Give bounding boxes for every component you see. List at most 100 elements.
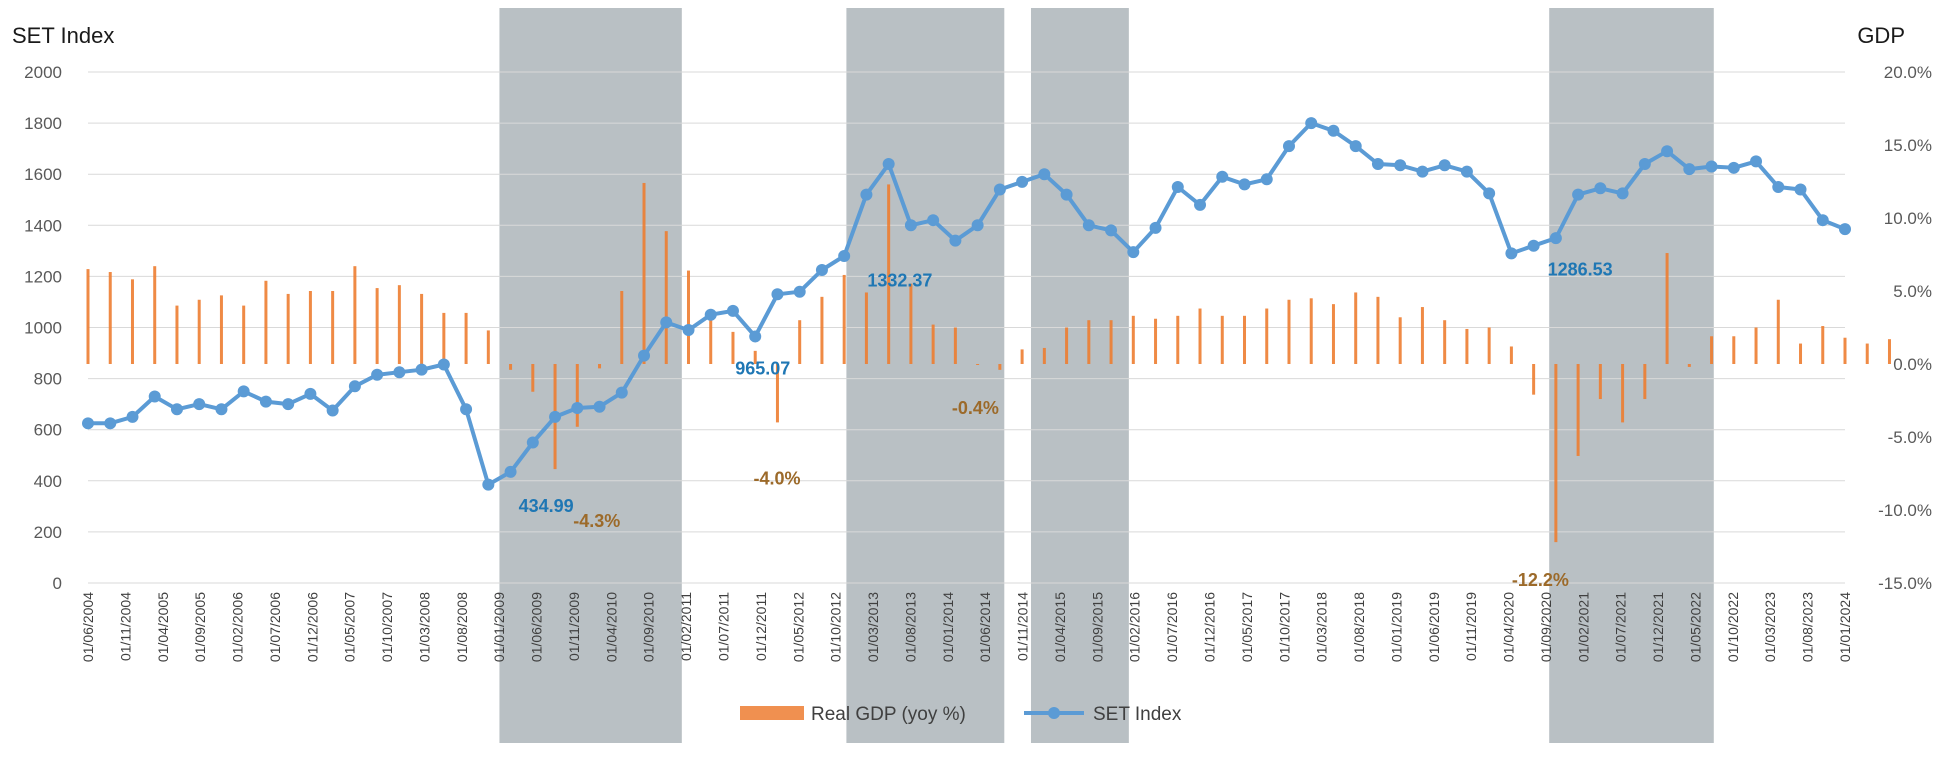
set-index-point [615, 386, 628, 399]
set-index-point [1016, 175, 1029, 188]
gdp-bar [575, 364, 579, 427]
gdp-bar [976, 364, 980, 365]
set-index-point [638, 349, 651, 362]
gdp-bar [1621, 364, 1625, 423]
gdp-bar [420, 293, 424, 364]
set-index-point [549, 410, 562, 423]
gdp-bar [531, 364, 535, 392]
x-tick-label: 01/06/2014 [977, 592, 993, 662]
gdp-bar [353, 266, 357, 364]
set-index-point [1438, 159, 1451, 172]
x-tick-label: 01/11/2004 [117, 592, 133, 661]
x-tick-label: 01/02/2011 [678, 592, 694, 661]
set-index-point [482, 478, 495, 491]
x-tick-label: 01/08/2013 [902, 592, 918, 662]
x-tick-label: 01/09/2010 [641, 592, 657, 662]
gdp-bar [798, 320, 802, 364]
left-tick-label: 1800 [24, 114, 62, 133]
gdp-bar [509, 364, 513, 370]
set-index-point [1661, 145, 1674, 158]
set-index-point [304, 387, 317, 400]
set-index-point [1082, 219, 1095, 232]
gdp-bar [331, 291, 335, 364]
x-tick-label: 01/02/2021 [1575, 592, 1591, 662]
recession-bands [499, 8, 1714, 743]
gdp-bar [175, 305, 179, 364]
set-index-line [82, 117, 1851, 491]
left-tick-label: 0 [53, 574, 62, 593]
set-index-point [793, 285, 806, 298]
gdp-bar [1887, 339, 1891, 364]
set-index-point [1727, 161, 1740, 174]
gdp-bar [397, 285, 401, 364]
gdp-bar [909, 283, 913, 364]
x-tick-label: 01/04/2015 [1052, 592, 1068, 662]
gdp-bar [1042, 347, 1046, 364]
set-index-point [593, 400, 606, 413]
gdp-bar [1354, 292, 1358, 364]
set-index-point [193, 398, 206, 411]
set-index-point [215, 403, 228, 416]
gdp-bar [598, 364, 602, 369]
x-tick-label: 01/06/2004 [80, 592, 96, 662]
recession-band [499, 8, 682, 743]
set-index-point [1260, 173, 1273, 186]
x-tick-label: 01/05/2017 [1239, 592, 1255, 662]
set-index-point [1594, 182, 1607, 195]
set-index-point [860, 188, 873, 201]
legend-swatch-gdp [740, 706, 804, 720]
gdp-bar [1509, 346, 1513, 364]
gdp-bar [1576, 364, 1580, 456]
set-index-point [1327, 124, 1340, 137]
set-index-point [1683, 163, 1696, 176]
x-tick-label: 01/03/2013 [865, 592, 881, 662]
set-index-point [82, 417, 94, 430]
x-tick-label: 01/08/2023 [1800, 592, 1816, 662]
gdp-callout-label: -4.0% [753, 468, 800, 488]
gdp-bar [864, 292, 868, 364]
set-index-point [437, 358, 450, 371]
x-tick-label: 01/09/2015 [1089, 592, 1105, 662]
x-tick-label: 01/02/2016 [1127, 592, 1143, 662]
legend-label-gdp: Real GDP (yoy %) [811, 704, 966, 725]
x-tick-label: 01/01/2014 [940, 592, 956, 662]
left-tick-label: 2000 [24, 63, 62, 82]
set-index-point [1750, 155, 1763, 168]
set-index-point [1460, 165, 1473, 178]
left-axis-ticks: 0 200 400 600 800 1000 1200 1400 1600 1800 2000 [24, 63, 62, 593]
set-index-point [460, 403, 473, 416]
x-tick-label: 01/07/2016 [1164, 592, 1180, 662]
gdp-bar [1109, 320, 1113, 364]
gdp-bar [375, 288, 379, 364]
gridlines [88, 71, 1845, 584]
x-tick-label: 01/06/2009 [529, 592, 545, 662]
gdp-callout-label: -4.3% [573, 511, 620, 531]
gdp-bar [1331, 304, 1335, 364]
gdp-bar [1532, 364, 1536, 395]
set-index-point [927, 214, 940, 227]
gdp-bar [1020, 349, 1024, 364]
gdp-bar [998, 364, 1002, 370]
x-tick-label: 01/08/2008 [454, 592, 470, 662]
gdp-bar [753, 350, 757, 364]
x-tick-label: 01/05/2012 [790, 592, 806, 662]
x-tick-label: 01/07/2011 [716, 592, 732, 661]
x-tick-label: 01/07/2021 [1613, 592, 1629, 662]
left-tick-label: 200 [34, 523, 62, 542]
gdp-bar [1687, 364, 1691, 367]
gdp-bar [1643, 364, 1647, 400]
right-tick-label: -15.0% [1878, 574, 1932, 593]
set-index-point [1282, 140, 1295, 153]
left-tick-label: 600 [34, 421, 62, 440]
set-index-point [571, 401, 584, 414]
left-tick-label: 400 [34, 472, 62, 491]
gdp-bar [1821, 326, 1825, 364]
gdp-bar [620, 291, 624, 364]
gdp-bar [1865, 343, 1869, 364]
set-index-point [393, 366, 406, 379]
set-index-point [949, 234, 962, 247]
gdp-bar [1309, 298, 1313, 364]
gdp-bar [686, 270, 690, 364]
x-axis-ticks: 01/06/2004 01/11/2004 01/04/2005 01/09/2005… [80, 592, 1853, 662]
right-tick-label: -10.0% [1878, 501, 1932, 520]
